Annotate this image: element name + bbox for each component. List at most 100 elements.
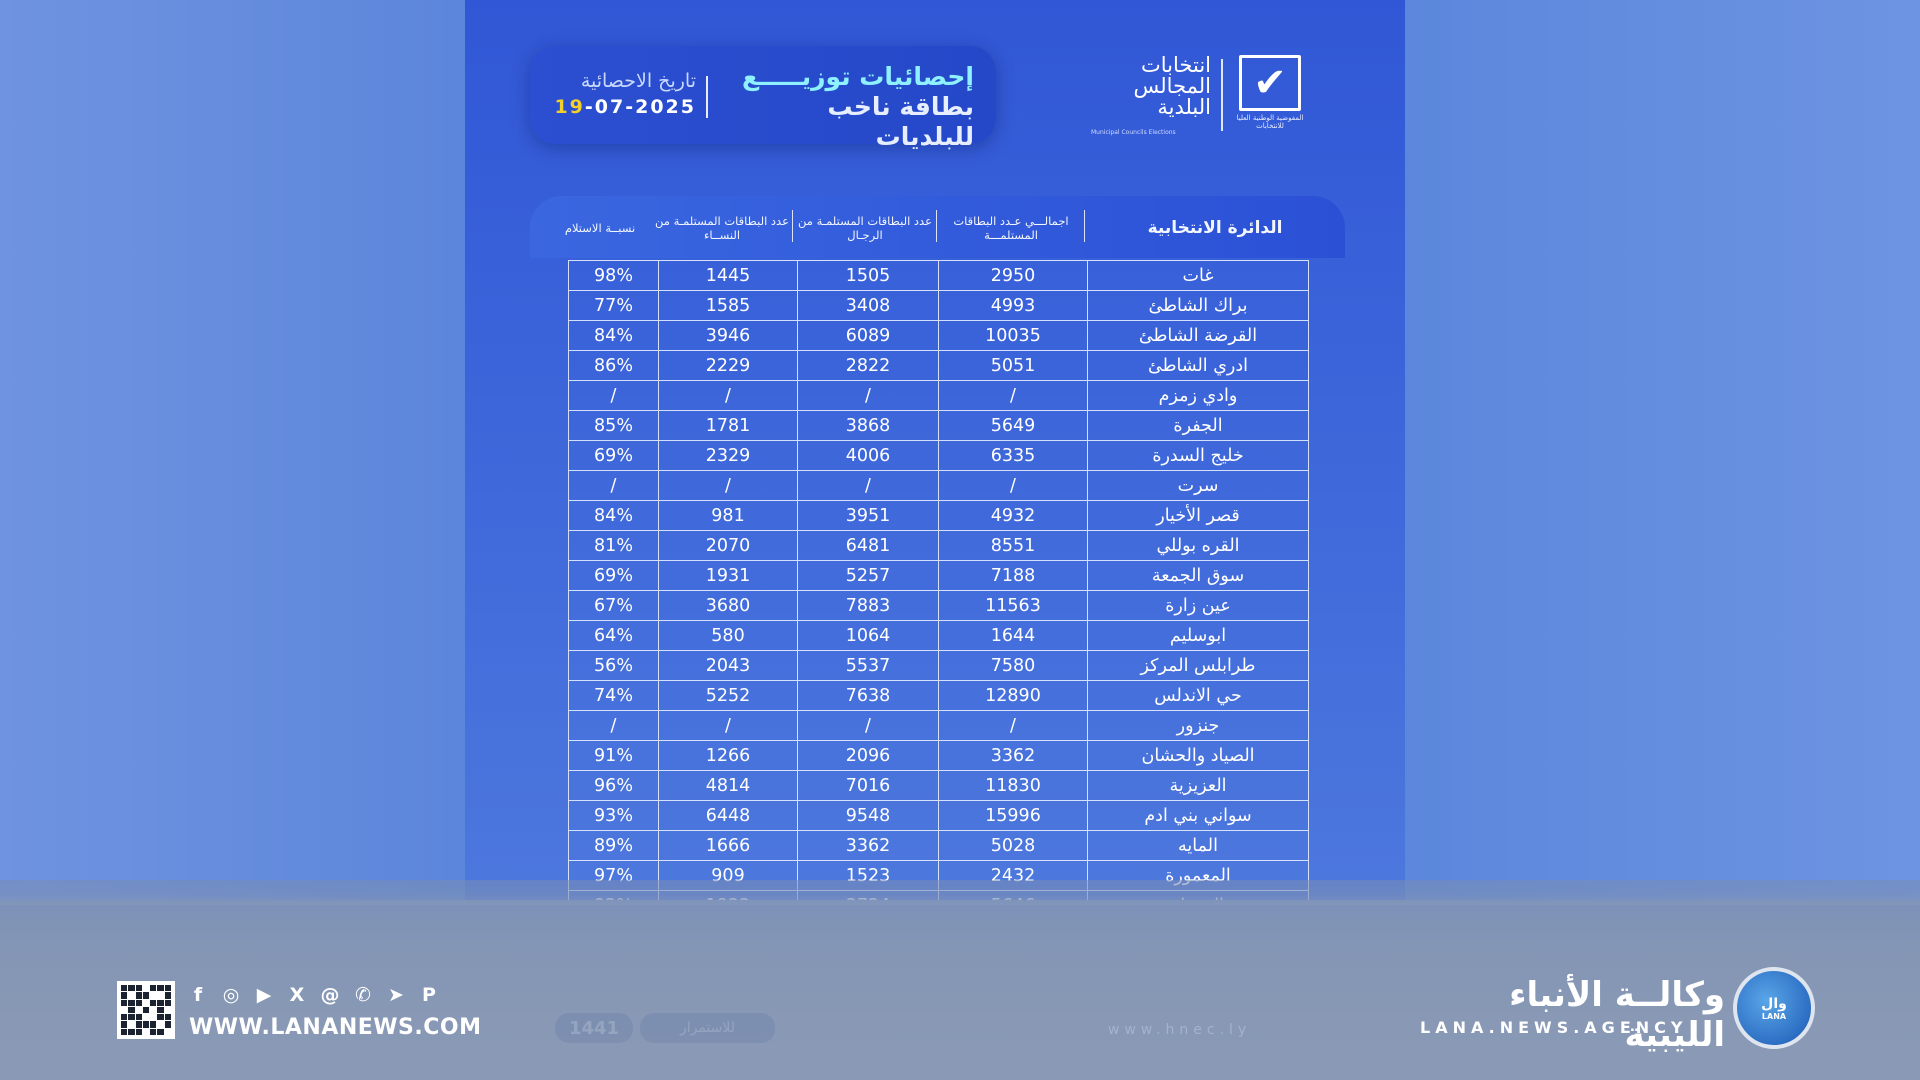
threads-icon[interactable]: @ xyxy=(320,984,340,1006)
qr-module xyxy=(157,985,164,992)
district-cell: قصر الأخيار xyxy=(1087,501,1308,530)
district-cell: سرت xyxy=(1087,471,1308,500)
qr-module xyxy=(142,1028,150,1035)
poster-pager: 1441 للاستمرار xyxy=(555,1013,775,1043)
total-cell: 1644 xyxy=(938,621,1087,650)
table-row: طرابلس المركز 7580 5537 2043 56% xyxy=(569,651,1308,681)
women-cell: 1666 xyxy=(658,831,797,860)
qr-module xyxy=(121,1021,128,1028)
header-divider xyxy=(936,210,937,242)
total-cell: 4993 xyxy=(938,291,1087,320)
table-row: وادي زمزم / / / / xyxy=(569,381,1308,411)
qr-module xyxy=(128,1006,135,1014)
pct-cell: 81% xyxy=(594,535,633,556)
social-icons: f ◎ ▶ X @ ✆ ➤ P xyxy=(186,983,441,1007)
agency-name-arabic: وكالــة الأنباء الليبية xyxy=(1509,975,1725,1055)
qr-module xyxy=(135,1028,142,1035)
pct-cell: 98% xyxy=(594,265,633,286)
men-cell: 5537 xyxy=(797,651,938,680)
district-cell: جنزور xyxy=(1087,711,1308,740)
pct-cell: 69% xyxy=(594,445,633,466)
pinterest-icon[interactable]: P xyxy=(422,984,436,1006)
women-cell: 1445 xyxy=(658,261,797,290)
x-icon[interactable]: X xyxy=(289,984,305,1006)
telegram-icon[interactable]: ➤ xyxy=(388,984,404,1006)
women-cell: 6448 xyxy=(658,801,797,830)
men-cell: / xyxy=(797,471,938,500)
qr-module xyxy=(157,1021,164,1028)
elections-logo: انتخابات المجالس البلدية Municipal Counc… xyxy=(1091,55,1211,137)
total-cell: 2950 xyxy=(938,261,1087,290)
statistics-table: غات 2950 1505 1445 98% براك الشاطئ 4993 3408 158… xyxy=(568,260,1309,900)
table-row: ابوسليم 1644 1064 580 64% xyxy=(569,621,1308,651)
district-cell: الجفرة xyxy=(1087,411,1308,440)
qr-module xyxy=(128,985,135,992)
table-row: القره بوللي 8551 6481 2070 81% xyxy=(569,531,1308,561)
men-cell: 3868 xyxy=(797,411,938,440)
table-row: العزيزية 11830 7016 4814 96% xyxy=(569,771,1308,801)
district-cell: غات xyxy=(1087,261,1308,290)
qr-module xyxy=(164,999,171,1006)
total-cell: 7188 xyxy=(938,561,1087,590)
commission-logo-caption: المفوضية الوطنية العليا للانتخابات xyxy=(1236,114,1304,130)
table-row: سرت / / / / xyxy=(569,471,1308,501)
qr-module xyxy=(150,992,157,999)
header-divider xyxy=(792,210,793,242)
qr-module xyxy=(142,992,150,999)
youtube-icon[interactable]: ▶ xyxy=(256,984,272,1006)
qr-module xyxy=(157,1006,164,1014)
qr-module xyxy=(142,1006,150,1014)
header-pct: نسبــة الاستلام xyxy=(564,221,636,235)
qr-module xyxy=(157,992,164,999)
men-cell: 3951 xyxy=(797,501,938,530)
qr-module xyxy=(121,985,128,992)
total-cell: 8551 xyxy=(938,531,1087,560)
hnec-site: www.hnec.ly xyxy=(1108,1022,1252,1038)
whatsapp-icon[interactable]: ✆ xyxy=(355,984,371,1006)
logos: ✔ المفوضية الوطنية العليا للانتخابات انت… xyxy=(1085,55,1305,137)
instagram-icon[interactable]: ◎ xyxy=(222,984,240,1006)
table-row: ادري الشاطئ 5051 2822 2229 86% xyxy=(569,351,1308,381)
total-cell: 5028 xyxy=(938,831,1087,860)
total-cell: 4932 xyxy=(938,501,1087,530)
qr-module xyxy=(135,985,142,992)
qr-module xyxy=(157,1028,164,1035)
men-cell: / xyxy=(797,711,938,740)
qr-module xyxy=(135,999,142,1006)
men-cell: 6481 xyxy=(797,531,938,560)
lana-website[interactable]: WWW.LANANEWS.COM xyxy=(189,1015,482,1040)
district-cell: العزيزية xyxy=(1087,771,1308,800)
table-row: الصياد والحشان 3362 2096 1266 91% xyxy=(569,741,1308,771)
women-cell: 2329 xyxy=(658,441,797,470)
background-left xyxy=(0,0,465,900)
women-cell: 3946 xyxy=(658,321,797,350)
men-cell: 3362 xyxy=(797,831,938,860)
qr-module xyxy=(121,999,128,1006)
men-cell: 6089 xyxy=(797,321,938,350)
district-cell: طرابلس المركز xyxy=(1087,651,1308,680)
poster-title: إحصائيات توزيـــــع بطاقة ناخب للبلديات xyxy=(724,62,974,152)
qr-module xyxy=(128,1028,135,1035)
qr-module xyxy=(128,1014,135,1021)
qr-module xyxy=(135,1014,142,1021)
qr-module xyxy=(150,1021,157,1028)
district-cell: ادري الشاطئ xyxy=(1087,351,1308,380)
qr-code xyxy=(117,981,175,1039)
qr-module xyxy=(142,999,150,1006)
total-cell: 11563 xyxy=(938,591,1087,620)
pct-cell: 69% xyxy=(594,565,633,586)
women-cell: 2043 xyxy=(658,651,797,680)
women-cell: / xyxy=(658,711,797,740)
men-cell: 7883 xyxy=(797,591,938,620)
district-cell: القره بوللي xyxy=(1087,531,1308,560)
qr-module xyxy=(150,999,157,1006)
qr-module xyxy=(128,999,135,1006)
table-row: قصر الأخيار 4932 3951 981 84% xyxy=(569,501,1308,531)
table-row: سوق الجمعة 7188 5257 1931 69% xyxy=(569,561,1308,591)
pct-cell: 96% xyxy=(594,775,633,796)
women-cell: 5252 xyxy=(658,681,797,710)
date-day: 19 xyxy=(554,96,585,118)
total-cell: 11830 xyxy=(938,771,1087,800)
facebook-icon[interactable]: f xyxy=(193,984,203,1006)
checkbox-icon: ✔ xyxy=(1239,55,1301,111)
